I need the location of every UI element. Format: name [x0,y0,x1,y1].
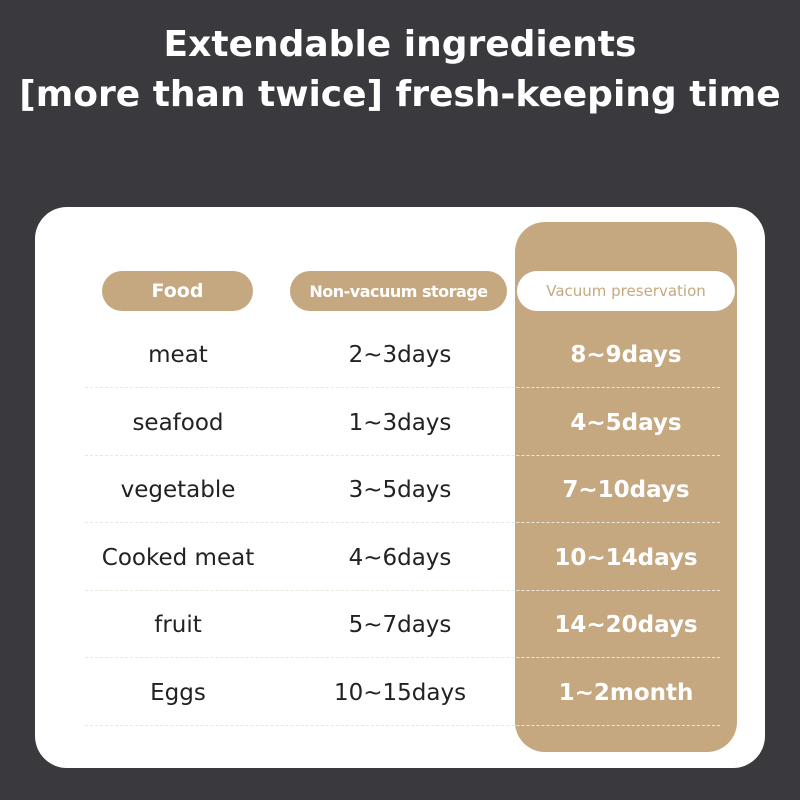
food-cell: Cooked meat [101,544,255,571]
food-cell: seafood [132,409,224,436]
vacuum-cell: 1~2month [558,679,694,706]
row-divider [85,454,720,456]
vacuum-cell: 8~9days [570,342,682,368]
header-food: Food [102,271,253,311]
non-vacuum-cell: 4~6days [348,544,452,571]
table-row: meat 2~3days 8~9days [0,335,800,375]
food-cell: vegetable [120,477,236,503]
vacuum-cell: 7~10days [562,477,690,503]
non-vacuum-cell: 5~7days [348,612,452,638]
non-vacuum-cell: 3~5days [348,477,452,503]
non-vacuum-cell: 1~3days [348,409,452,436]
table-row: fruit 5~7days 14~20days [0,605,800,645]
vacuum-cell: 10~14days [554,544,698,571]
title-line-2: [more than twice] fresh-keeping time [19,74,781,115]
vacuum-cell: 4~5days [570,409,682,436]
header-non-vacuum: Non-vacuum storage [290,271,507,311]
table-row: Eggs 10~15days 1~2month [0,673,800,713]
food-cell: meat [148,342,208,368]
non-vacuum-cell: 10~15days [333,679,467,706]
vacuum-cell: 14~20days [554,612,698,638]
title-line-1: Extendable ingredients [163,24,637,65]
row-divider [85,724,720,726]
table-row: seafood 1~3days 4~5days [0,403,800,443]
row-divider [85,657,720,658]
row-divider [85,522,720,523]
table-row: Cooked meat 4~6days 10~14days [0,538,800,578]
food-cell: fruit [154,612,202,638]
header-vacuum: Vacuum preservation [517,271,735,311]
non-vacuum-cell: 2~3days [348,342,452,368]
row-divider [85,387,720,388]
table-row: vegetable 3~5days 7~10days [0,470,800,510]
row-divider [85,589,720,591]
food-cell: Eggs [150,679,206,706]
